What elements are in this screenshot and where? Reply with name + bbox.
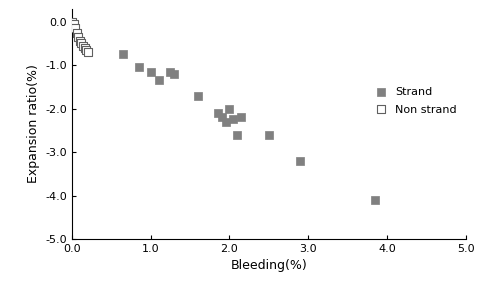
Legend: Strand, Non strand: Strand, Non strand xyxy=(373,84,460,118)
Strand xyxy=(218,115,226,120)
Y-axis label: Expansion ratio(%): Expansion ratio(%) xyxy=(27,65,40,183)
Strand xyxy=(155,78,162,83)
Non strand xyxy=(68,19,76,24)
Non strand xyxy=(78,41,85,46)
Strand xyxy=(371,198,379,202)
Strand xyxy=(147,69,155,74)
X-axis label: Bleeding(%): Bleeding(%) xyxy=(230,259,307,272)
Non strand xyxy=(79,43,87,48)
Non strand xyxy=(83,48,90,52)
Strand xyxy=(135,65,143,70)
Non strand xyxy=(74,35,82,39)
Strand xyxy=(120,52,127,56)
Strand xyxy=(229,117,237,122)
Strand xyxy=(170,71,178,76)
Strand xyxy=(226,106,233,111)
Strand xyxy=(265,132,273,137)
Non strand xyxy=(76,39,84,43)
Strand xyxy=(214,111,221,115)
Strand xyxy=(233,132,241,137)
Strand xyxy=(167,69,174,74)
Strand xyxy=(222,119,229,124)
Non strand xyxy=(81,46,88,50)
Strand xyxy=(238,115,245,120)
Non strand xyxy=(73,30,81,35)
Non strand xyxy=(84,50,92,54)
Strand xyxy=(194,93,202,98)
Strand xyxy=(297,158,304,163)
Non strand xyxy=(70,22,77,26)
Non strand xyxy=(72,26,79,31)
